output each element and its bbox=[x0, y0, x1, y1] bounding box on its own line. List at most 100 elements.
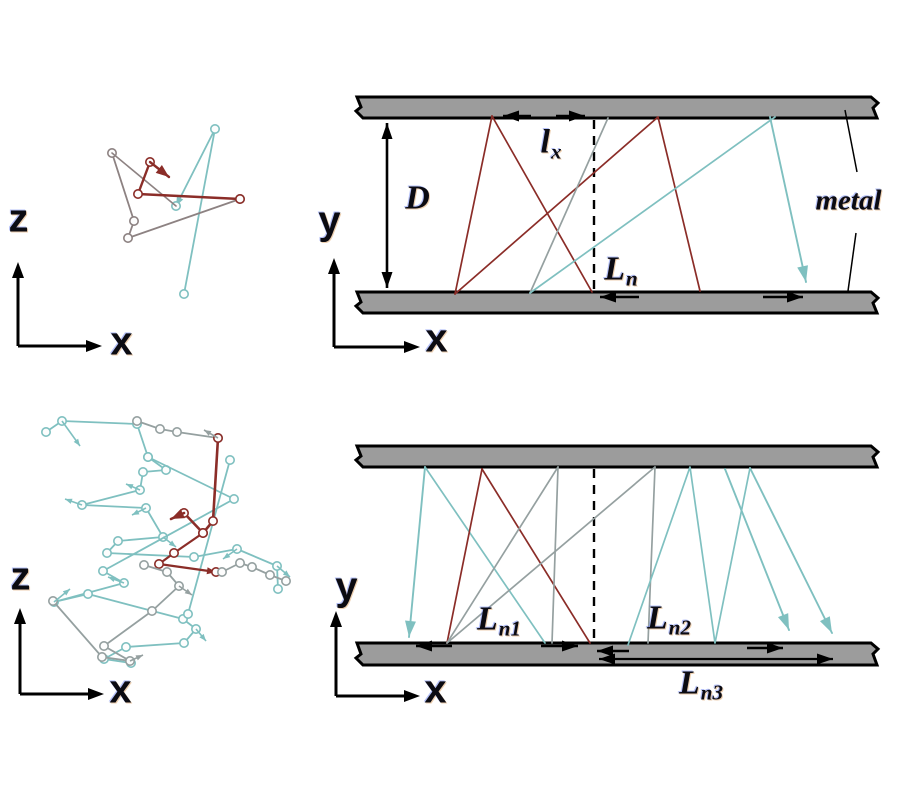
panel1-teal-final bbox=[769, 116, 807, 283]
walk2-gray-low-node bbox=[99, 640, 110, 651]
dim-lx-right-arrow-head bbox=[569, 110, 585, 122]
walk2-gray-low-node bbox=[97, 651, 108, 662]
dim-Ln3-arrow-head bbox=[817, 653, 833, 665]
length-label-Ln1: Ln1 bbox=[476, 600, 522, 641]
walk2-teal-a-node bbox=[272, 583, 283, 594]
walk2-gray-low-node bbox=[162, 566, 173, 577]
walk2-teal-a bbox=[45, 420, 279, 590]
walk2-maroon-main-node bbox=[208, 515, 219, 526]
walk2-teal-a-node bbox=[189, 551, 200, 562]
scatter-spur-arrowhead bbox=[184, 588, 192, 595]
length-label-Ln2: Ln2 bbox=[646, 599, 692, 640]
axis-label-z: z bbox=[10, 554, 31, 599]
dim-Ln-left-arrow-head bbox=[600, 291, 616, 303]
panel2-maroon-b bbox=[481, 468, 591, 644]
walk1-teal-node bbox=[179, 288, 190, 299]
panel1-teal-final-arrowhead bbox=[797, 265, 808, 282]
axes-top-right-right-arrowhead bbox=[404, 341, 420, 353]
scatter-spur-arrowhead bbox=[199, 633, 206, 641]
axis-label-z: z bbox=[8, 196, 29, 241]
walk2-teal-c-node bbox=[183, 608, 194, 619]
panel1-gray-descent bbox=[529, 117, 609, 294]
axes-bottom-left-right-arrowhead bbox=[88, 688, 104, 700]
walk2-gray-top bbox=[136, 420, 219, 439]
scatter-spur-arrowhead bbox=[168, 540, 176, 547]
walk1-maroon-end-arrowhead bbox=[155, 165, 169, 177]
metal-label: metal bbox=[815, 184, 882, 217]
dim-D-arrow-head bbox=[381, 123, 393, 139]
walk2-teal-b-node bbox=[229, 493, 240, 504]
panel2-gray-b bbox=[551, 466, 559, 644]
walk2-teal-c bbox=[187, 459, 231, 615]
length-label-Ln3: Ln3 bbox=[678, 664, 724, 705]
walk2-gray-mid-node bbox=[235, 557, 246, 568]
dim-Ln3-arrow-head bbox=[599, 653, 615, 665]
walk2-gray-low-node bbox=[47, 595, 58, 606]
panel2-teal-end1 bbox=[724, 468, 790, 631]
scatter-spur-arrowhead bbox=[135, 655, 143, 661]
panel2-teal-drop-arrowhead bbox=[405, 620, 416, 637]
walk2-maroon-end-arrowhead bbox=[171, 509, 185, 519]
axes-top-left-right-arrowhead bbox=[86, 340, 102, 352]
dim-lx-left-arrow-head bbox=[503, 110, 519, 122]
walk1-maroon-node bbox=[235, 194, 246, 205]
axes-top-right-up-arrowhead bbox=[328, 258, 340, 274]
walk2-gray-mid-node bbox=[280, 575, 291, 586]
metal-plate-bottom-panel1 bbox=[353, 290, 881, 315]
walk2-gray-low-node bbox=[147, 605, 158, 616]
axes-bottom-right-up-arrowhead bbox=[330, 611, 342, 627]
walk1-gray-node bbox=[129, 216, 140, 227]
scatter-spur-arrowhead bbox=[65, 498, 73, 504]
walk2-teal-b-node bbox=[143, 451, 154, 462]
walk1-teal bbox=[175, 128, 216, 295]
walk2-gray-top-node bbox=[172, 426, 183, 437]
walk2-maroon-main bbox=[182, 436, 220, 535]
walk2-teal-b-node bbox=[83, 588, 94, 599]
panel2-teal-diag bbox=[424, 466, 546, 644]
dim-Ln2-left-arrow-head bbox=[597, 645, 613, 657]
metal-plate-top-panel1 bbox=[353, 95, 881, 120]
walk2-teal-b-node bbox=[98, 565, 109, 576]
panel1-maroon-d bbox=[657, 116, 701, 292]
walk2-teal-a-node bbox=[40, 426, 51, 437]
dim-Ln-right-arrow-head bbox=[787, 291, 803, 303]
walk1-gray bbox=[111, 152, 241, 239]
panel2-teal-end1-arrowhead bbox=[777, 613, 789, 630]
dim-Ln1-right-arrow-head bbox=[562, 640, 578, 652]
walk1-maroon-node bbox=[133, 189, 144, 200]
panel2-teal-end2-arrowhead bbox=[819, 616, 832, 633]
dim-Ln2-right-arrow-head bbox=[767, 642, 783, 654]
panel2-teal-end2 bbox=[749, 467, 833, 634]
walk2-gray-top-node bbox=[155, 423, 166, 434]
length-label-lx: lx bbox=[540, 123, 562, 164]
panel2-teal-drop bbox=[408, 466, 426, 638]
walk2-gray-low-node bbox=[139, 559, 150, 570]
axis-label-x: x bbox=[425, 316, 448, 361]
axes-bottom-right-right-arrowhead bbox=[404, 690, 420, 702]
scatter-spur-arrowhead bbox=[73, 438, 80, 446]
axis-label-x: x bbox=[424, 667, 447, 712]
panel2-gray-c bbox=[446, 466, 656, 644]
walk2-teal-c-node bbox=[225, 454, 236, 465]
walk2-gray-mid-node bbox=[217, 566, 228, 577]
walk1-teal-node bbox=[210, 124, 221, 135]
axes-top-left-up-arrowhead bbox=[12, 262, 24, 278]
walk2-teal-b-node bbox=[121, 641, 132, 652]
axes-bottom-left-up-arrowhead bbox=[14, 608, 26, 624]
axis-label-y: y bbox=[318, 198, 341, 243]
scatter-spur-arrowhead bbox=[282, 570, 290, 577]
axis-label-y: y bbox=[335, 564, 358, 609]
walk2-gray-mid-node bbox=[264, 569, 275, 580]
panel2-gray-d bbox=[647, 466, 656, 644]
walk2-maroon-branch-node bbox=[154, 558, 165, 569]
walk2-maroon-branch-node bbox=[198, 527, 209, 538]
axis-label-x: x bbox=[109, 667, 132, 712]
axis-label-x: x bbox=[110, 319, 133, 364]
scatter-spur-arrowhead bbox=[132, 509, 140, 515]
dim-Ln1-left-arrow-head bbox=[416, 640, 432, 652]
walk2-gray-mid-node bbox=[247, 561, 258, 572]
walk2-teal-a-node bbox=[113, 535, 124, 546]
panel1-teal-ascent bbox=[529, 116, 776, 294]
length-label-Ln: Ln bbox=[604, 250, 638, 291]
